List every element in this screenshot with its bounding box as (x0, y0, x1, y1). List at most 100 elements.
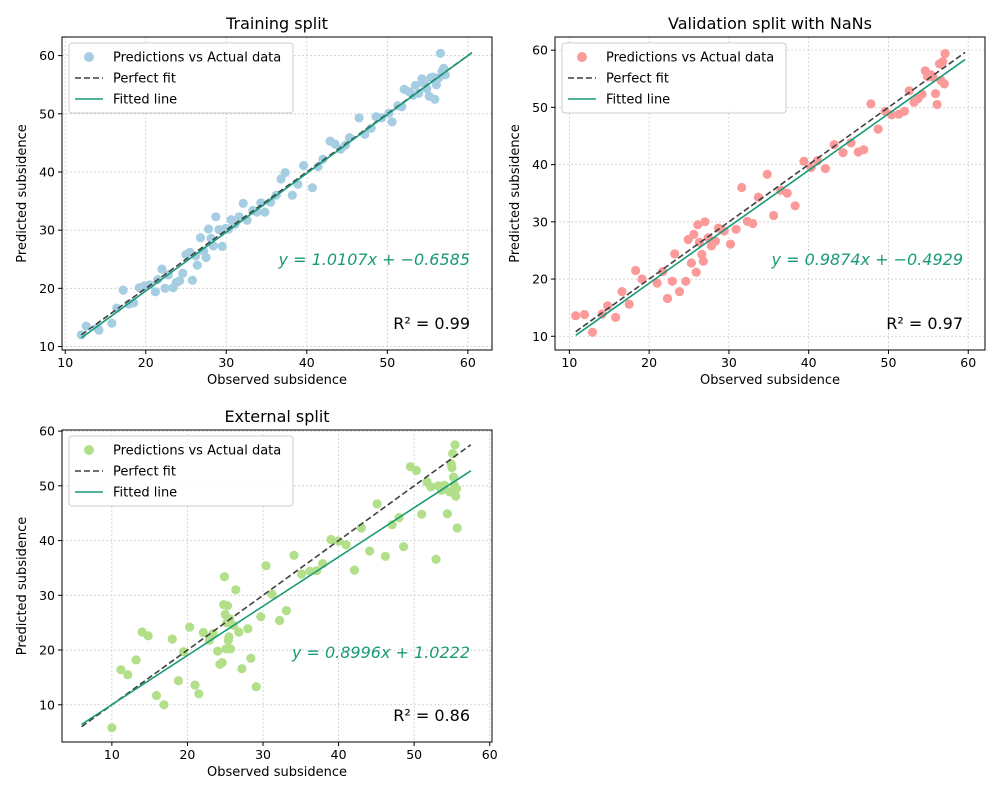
data-point (267, 589, 277, 599)
data-point (118, 285, 128, 295)
data-point (231, 585, 241, 595)
data-point (435, 48, 446, 58)
data-point (652, 278, 662, 288)
data-point (107, 318, 117, 328)
legend-label: Predictions vs Actual data (113, 444, 281, 459)
data-point (94, 325, 104, 335)
data-point (829, 140, 839, 150)
r-squared-label: R² = 0.97 (886, 314, 963, 333)
data-point (224, 632, 234, 642)
y-tick-label: 40 (39, 164, 55, 179)
data-point (439, 480, 449, 490)
data-point (246, 653, 256, 663)
regression-equation: y = 0.9874x + −0.4929 (771, 250, 963, 269)
regression-equation: y = 1.0107x + −0.6585 (278, 250, 470, 269)
y-tick-label: 10 (39, 339, 55, 354)
x-tick-label: 60 (482, 747, 498, 762)
data-point (160, 283, 170, 293)
data-point (173, 676, 183, 686)
data-point (195, 233, 206, 243)
regression-equation: y = 0.8996x + 1.0222 (291, 643, 470, 662)
legend-label: Fitted line (606, 93, 670, 108)
data-point (365, 546, 375, 556)
data-point (691, 267, 701, 277)
data-point (256, 612, 266, 622)
data-point (932, 99, 942, 110)
data-point (417, 509, 427, 519)
data-point (167, 634, 177, 644)
data-point (123, 670, 133, 680)
y-tick-label: 50 (532, 100, 548, 115)
legend-label: Predictions vs Actual data (113, 51, 281, 66)
data-point (366, 123, 376, 133)
data-point (178, 268, 188, 278)
x-axis-label: Observed subsidence (700, 373, 840, 388)
data-point (674, 287, 685, 297)
x-tick-label: 50 (881, 355, 897, 370)
data-point (624, 299, 634, 309)
x-tick-label: 60 (960, 355, 976, 370)
data-point (414, 88, 424, 98)
data-point (442, 509, 452, 519)
data-point (873, 124, 883, 134)
data-point (426, 482, 436, 492)
data-point (260, 207, 270, 217)
y-tick-label: 50 (39, 478, 55, 493)
data-point (287, 190, 297, 200)
data-point (238, 198, 248, 208)
y-tick-label: 10 (39, 697, 55, 712)
x-tick-label: 50 (406, 747, 422, 762)
data-point (737, 182, 747, 193)
x-tick-label: 30 (721, 355, 737, 370)
data-point (280, 168, 290, 178)
x-tick-label: 60 (460, 355, 476, 370)
x-tick-label: 40 (801, 355, 817, 370)
data-point (662, 293, 673, 304)
data-point (431, 80, 441, 90)
fitted-line (575, 58, 966, 336)
data-point (313, 162, 323, 172)
data-point (344, 133, 355, 143)
y-axis-label: Predicted subsidence (508, 124, 523, 262)
perfect-fit-line (575, 51, 966, 333)
x-tick-label: 10 (561, 355, 577, 370)
legend-marker-points (577, 52, 587, 62)
data-point (451, 491, 461, 501)
data-point (698, 256, 709, 266)
data-point (693, 220, 703, 230)
data-point (820, 164, 831, 174)
data-point (225, 644, 236, 654)
y-axis-label: Predicted subsidence (15, 124, 30, 262)
data-point (190, 680, 200, 690)
data-point (448, 472, 459, 482)
data-point (211, 212, 221, 222)
legend-label: Perfect fit (606, 72, 669, 87)
data-point (782, 188, 792, 198)
data-point (846, 138, 856, 148)
data-point (198, 627, 208, 638)
legend-label: Fitted line (113, 486, 177, 501)
data-point (899, 106, 910, 116)
data-point (175, 276, 185, 286)
data-point (275, 615, 285, 626)
legend-label: Perfect fit (113, 72, 176, 87)
data-point (411, 465, 421, 476)
x-tick-label: 40 (299, 355, 315, 370)
data-point (769, 210, 779, 221)
legend-label: Predictions vs Actual data (606, 51, 774, 66)
data-point (430, 94, 440, 104)
axes-frame (61, 429, 493, 743)
legend-box (68, 435, 294, 507)
legend-label: Perfect fit (113, 465, 176, 480)
data-point (859, 145, 869, 155)
y-tick-label: 20 (532, 272, 548, 287)
data-point (318, 154, 328, 164)
data-point (201, 252, 211, 263)
data-point (725, 239, 736, 249)
data-point (217, 658, 227, 668)
data-point (185, 622, 195, 632)
chart-title: Training split (225, 14, 328, 33)
subplot-external-split: 10 20 30 40 50 60 10 20 30 40 50 60 External split Ob… (15, 407, 498, 780)
data-point (131, 655, 141, 665)
